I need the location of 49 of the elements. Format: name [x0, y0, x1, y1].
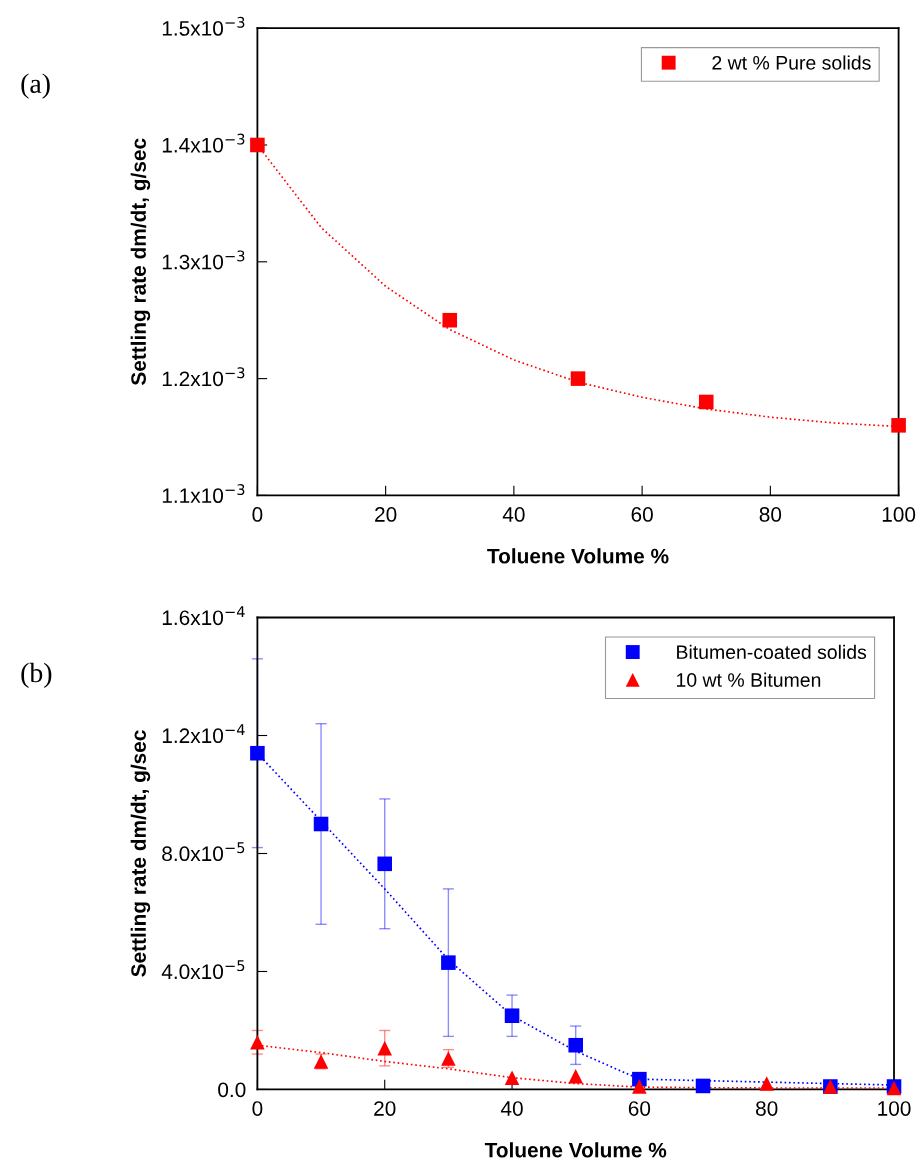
x-axis-title: Toluene Volume % — [484, 1142, 667, 1158]
point — [250, 137, 265, 153]
y-tick-label: 1.2x10$^{−3}$ — [162, 367, 245, 387]
x-tick-label: 60 — [628, 1101, 651, 1116]
y-axis-title: Settling rate dm/dt, g/sec — [130, 730, 151, 977]
x-tick-label: 80 — [759, 507, 782, 522]
point — [570, 371, 586, 386]
point — [698, 394, 714, 410]
y-tick-label: 1.5x10$^{−3}$ — [162, 16, 245, 36]
x-tick-label: 60 — [631, 507, 653, 522]
point — [250, 745, 265, 761]
text: (b) — [21, 662, 52, 689]
point — [504, 1070, 520, 1085]
point — [504, 1008, 520, 1024]
point — [377, 1040, 392, 1056]
y-tick-label: 1.3x10$^{−3}$ — [162, 250, 245, 270]
point — [568, 1037, 583, 1053]
legend-label: 2 wt % Pure solids — [712, 55, 871, 70]
point — [632, 1079, 647, 1094]
x-tick-label: 40 — [500, 1101, 523, 1116]
point — [313, 816, 329, 832]
text: (a) — [21, 73, 50, 99]
y-axis-title: Settling rate dm/dt, g/sec — [130, 138, 151, 386]
x-tick-label: 40 — [502, 507, 525, 522]
y-tick-label: 0.0 — [218, 1082, 246, 1098]
x-tick-label: 80 — [756, 1101, 778, 1116]
y-tick-label: 8.0x10$^{−5}$ — [162, 842, 245, 862]
legend-label: Bitumen-coated solids — [677, 644, 867, 660]
point — [377, 856, 392, 872]
y-tick-label: 1.4x10$^{−3}$ — [162, 133, 245, 153]
point — [759, 1076, 774, 1091]
x-axis-title: Toluene Volume % — [487, 548, 669, 564]
point — [568, 1068, 583, 1084]
y-tick-label: 4.0x10$^{−5}$ — [161, 960, 245, 980]
x-tick-label: 0 — [252, 1101, 263, 1116]
y-tick-label: 1.2x10$^{−4}$ — [162, 724, 245, 744]
point — [442, 312, 458, 328]
x-tick-label: 20 — [374, 1101, 396, 1116]
x-tick-label: 100 — [878, 1101, 911, 1116]
y-tick-label: 1.1x10$^{−3}$ — [162, 484, 245, 504]
legend-label: 10 wt % Bitumen — [676, 672, 821, 687]
point — [441, 955, 456, 970]
point — [250, 1034, 265, 1050]
point — [891, 418, 906, 433]
x-tick-label: 0 — [252, 507, 263, 522]
point — [695, 1078, 711, 1094]
x-tick-label: 20 — [375, 507, 397, 522]
y-tick-label: 1.6x10$^{−4}$ — [162, 606, 245, 626]
x-tick-label: 100 — [882, 507, 916, 522]
